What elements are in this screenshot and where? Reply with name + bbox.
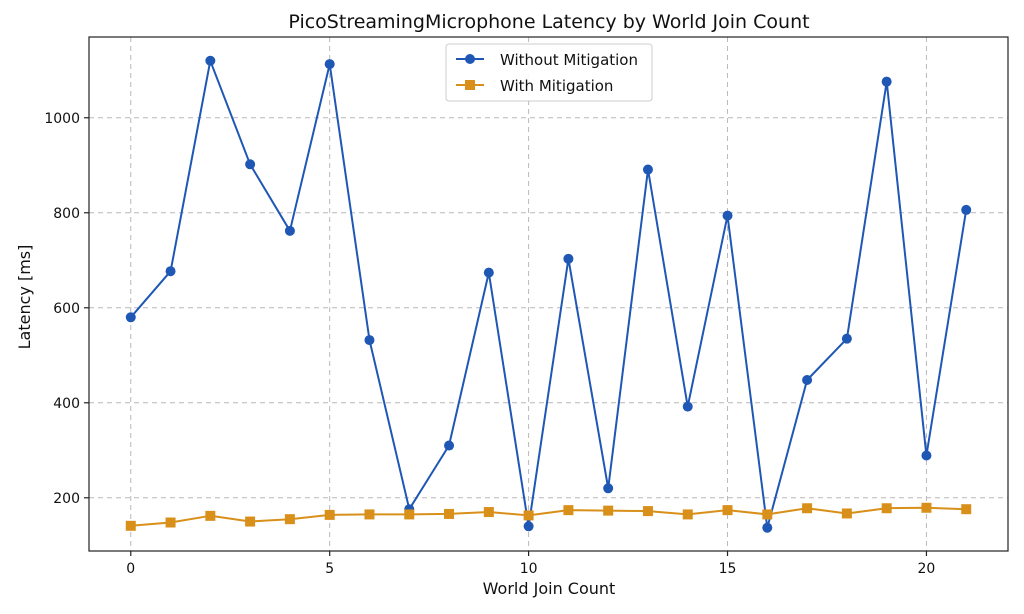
y-tick-label: 400 bbox=[53, 396, 80, 412]
series-layer bbox=[125, 55, 972, 533]
data-point-without-mitigation bbox=[603, 483, 614, 494]
legend-marker-with-mitigation bbox=[465, 80, 475, 90]
x-tick-label: 10 bbox=[520, 561, 538, 577]
data-point-with-mitigation bbox=[483, 507, 494, 518]
y-axis-label: Latency [ms] bbox=[15, 245, 34, 350]
legend-box bbox=[445, 43, 653, 102]
data-point-with-mitigation bbox=[921, 502, 932, 513]
data-point-without-mitigation bbox=[563, 253, 574, 264]
data-point-without-mitigation bbox=[364, 335, 375, 346]
data-point-with-mitigation bbox=[802, 503, 813, 514]
legend-label-with-mitigation: With Mitigation bbox=[500, 77, 613, 95]
series-line-with-mitigation bbox=[130, 506, 967, 527]
data-point-with-mitigation bbox=[523, 510, 534, 521]
legend-label-without-mitigation: Without Mitigation bbox=[500, 51, 638, 69]
data-point-with-mitigation bbox=[404, 509, 415, 520]
x-axis-label: World Join Count bbox=[483, 579, 616, 598]
y-tick-label: 600 bbox=[53, 301, 80, 317]
x-tick-label: 0 bbox=[126, 561, 135, 577]
data-point-without-mitigation bbox=[841, 333, 852, 344]
data-point-with-mitigation bbox=[642, 506, 653, 517]
data-point-without-mitigation bbox=[324, 59, 335, 70]
data-point-without-mitigation bbox=[682, 401, 693, 412]
y-tick-label: 200 bbox=[53, 491, 80, 507]
data-point-without-mitigation bbox=[523, 521, 534, 532]
x-tick-label: 5 bbox=[325, 561, 334, 577]
data-point-without-mitigation bbox=[205, 55, 216, 66]
data-point-without-mitigation bbox=[961, 204, 972, 215]
data-point-with-mitigation bbox=[165, 517, 176, 528]
data-point-with-mitigation bbox=[841, 508, 852, 519]
series-line-without-mitigation bbox=[130, 59, 968, 529]
data-point-with-mitigation bbox=[324, 509, 335, 520]
data-point-with-mitigation bbox=[245, 516, 256, 527]
data-point-without-mitigation bbox=[483, 267, 494, 278]
data-point-with-mitigation bbox=[563, 505, 574, 516]
data-point-with-mitigation bbox=[682, 509, 693, 520]
y-tick-label: 800 bbox=[53, 206, 80, 222]
data-point-without-mitigation bbox=[444, 440, 455, 451]
data-point-with-mitigation bbox=[444, 508, 455, 519]
legend-marker-without-mitigation bbox=[465, 54, 475, 64]
data-point-with-mitigation bbox=[881, 503, 892, 514]
data-point-without-mitigation bbox=[125, 312, 136, 323]
legend: Without Mitigation With Mitigation bbox=[445, 43, 653, 102]
data-point-with-mitigation bbox=[762, 509, 773, 520]
data-point-with-mitigation bbox=[205, 510, 216, 521]
axis-ticks: 0 5 10 15 20 200 400 600 800 1000 bbox=[44, 111, 935, 577]
data-point-without-mitigation bbox=[881, 76, 892, 87]
data-point-without-mitigation bbox=[165, 266, 176, 277]
data-point-with-mitigation bbox=[125, 520, 136, 531]
plot-frame bbox=[88, 36, 1009, 552]
data-point-without-mitigation bbox=[284, 225, 295, 236]
grid-lines bbox=[89, 37, 1008, 551]
data-point-without-mitigation bbox=[642, 164, 653, 175]
data-point-without-mitigation bbox=[722, 210, 733, 221]
data-point-with-mitigation bbox=[364, 509, 375, 520]
data-point-with-mitigation bbox=[722, 505, 733, 516]
data-point-without-mitigation bbox=[762, 522, 773, 533]
data-point-without-mitigation bbox=[245, 159, 256, 170]
x-tick-label: 20 bbox=[918, 561, 936, 577]
data-point-without-mitigation bbox=[921, 450, 932, 461]
chart-title: PicoStreamingMicrophone Latency by World… bbox=[288, 11, 809, 33]
data-point-with-mitigation bbox=[961, 504, 972, 515]
data-point-with-mitigation bbox=[284, 514, 295, 525]
x-tick-label: 15 bbox=[719, 561, 737, 577]
data-point-without-mitigation bbox=[802, 374, 813, 385]
y-tick-label: 1000 bbox=[44, 111, 80, 127]
data-point-with-mitigation bbox=[603, 505, 614, 516]
